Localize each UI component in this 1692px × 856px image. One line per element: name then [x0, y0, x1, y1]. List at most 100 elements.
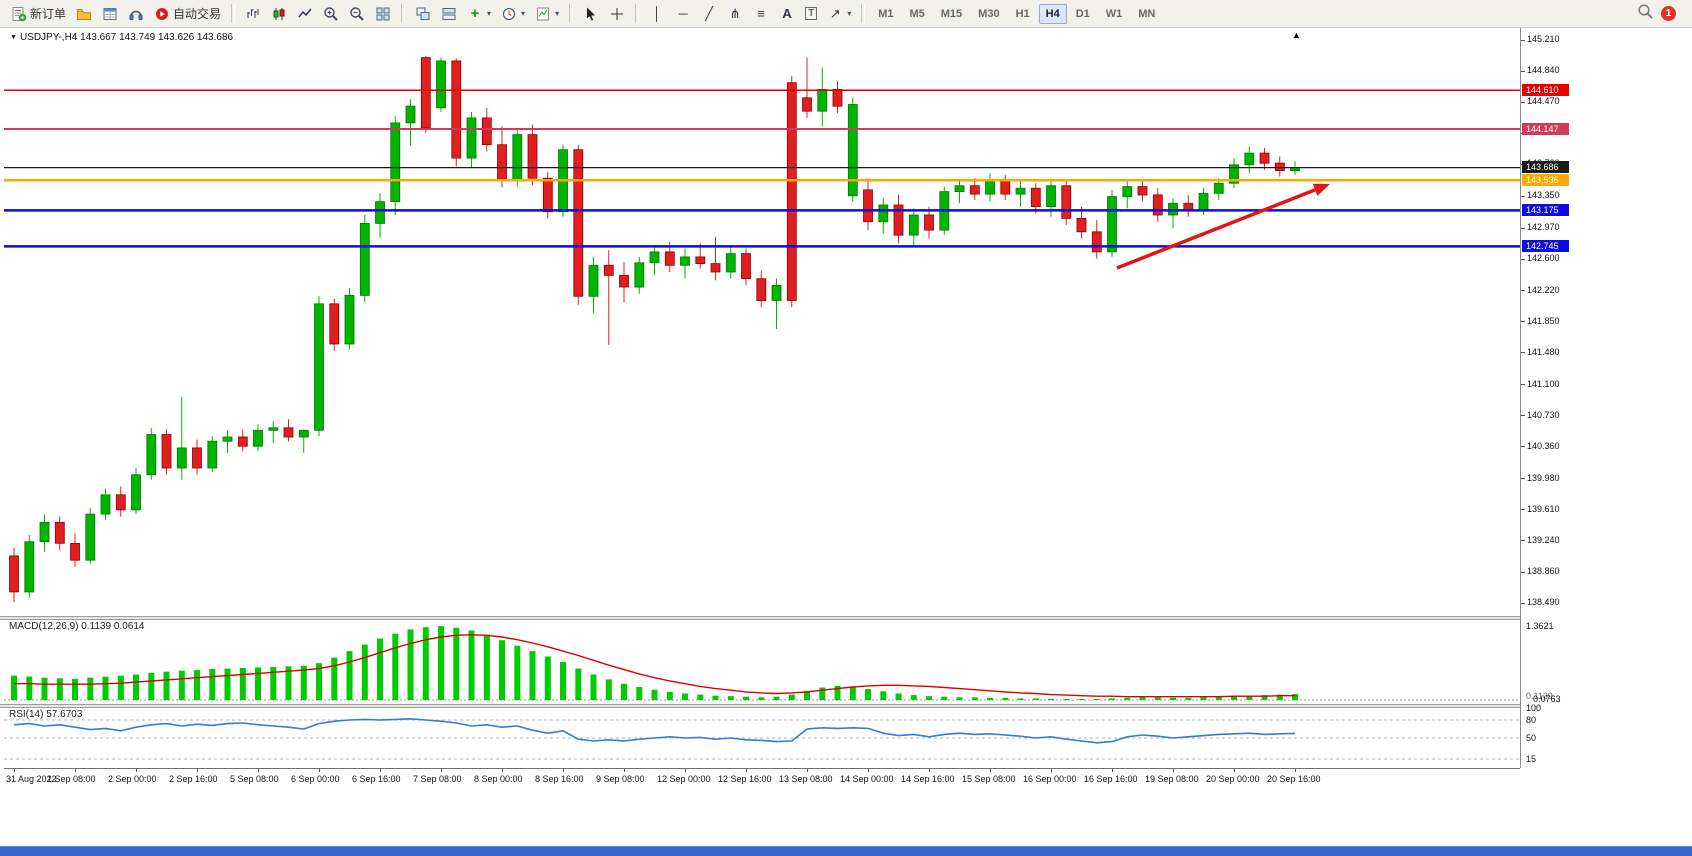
macd-histogram-bar — [499, 640, 505, 700]
timeframe-button-d1[interactable]: D1 — [1075, 7, 1090, 20]
autotrading-button[interactable]: 自动交易 — [149, 2, 226, 26]
zoom-in-button[interactable] — [318, 2, 344, 26]
indicators-add-icon: + — [470, 4, 480, 22]
main-chart[interactable]: ▼ USDJPY-,H4 143.667 143.749 143.626 143… — [4, 28, 1520, 616]
price-tick-label: 144.470 — [1527, 96, 1560, 106]
macd-histogram-bar — [895, 693, 902, 700]
line-chart-button[interactable] — [292, 2, 318, 26]
pane-divider[interactable] — [0, 616, 1582, 620]
arrows-tool[interactable]: ↗ ▾ — [822, 2, 856, 26]
macd-histogram-bar — [255, 667, 261, 700]
candlestick-chart-svg[interactable] — [4, 28, 1520, 616]
price-tick-label: 138.490 — [1527, 597, 1560, 607]
price-tick-label: 144.840 — [1527, 65, 1560, 75]
price-tick-mark — [1521, 196, 1525, 197]
toolbar-separator — [231, 4, 236, 23]
cascade-windows-button[interactable] — [410, 2, 436, 26]
candle-body — [603, 264, 614, 276]
timeframe-button-h1[interactable]: H1 — [1015, 7, 1030, 20]
candle-body — [1015, 187, 1026, 195]
timeframe-button-w1[interactable]: W1 — [1105, 7, 1123, 20]
tile-windows-button[interactable] — [370, 2, 396, 26]
clock-icon — [501, 6, 517, 22]
macd-pane[interactable]: MACD(12,26,9) 0.1139 0.0614 — [4, 620, 1520, 704]
price-axis[interactable]: 145.210144.840144.470144.100143.730143.3… — [1520, 28, 1590, 768]
time-axis[interactable]: 31 Aug 2022 1 Sep 08:00 2 Sep 00:00 2 Sep 1… — [4, 768, 1520, 790]
timeframe-button-m5[interactable]: M5 — [909, 7, 925, 20]
candle-body — [542, 177, 553, 213]
macd-signal-line — [14, 634, 1295, 698]
pane-divider[interactable] — [0, 704, 1582, 708]
timeframe-button-m15[interactable]: M15 — [940, 7, 963, 20]
candle-body — [436, 60, 446, 109]
candle-body — [24, 541, 35, 593]
candle-body — [268, 427, 279, 431]
candle-body — [969, 185, 980, 195]
macd-histogram-bar — [239, 667, 246, 700]
text-label-tool[interactable]: T — [800, 2, 822, 26]
bar-chart-button[interactable] — [240, 2, 266, 26]
notification-badge[interactable]: 1 — [1661, 6, 1676, 21]
macd-histogram-bar — [910, 695, 917, 700]
time-tick-mark — [319, 769, 320, 772]
candle-body — [985, 179, 995, 195]
chart-shift-marker[interactable]: ▲ — [1292, 30, 1301, 40]
candle-body — [54, 521, 65, 544]
text-tool[interactable]: A — [774, 2, 800, 26]
autotrading-label: 自动交易 — [173, 7, 222, 21]
timeframe-button-mn[interactable]: MN — [1138, 7, 1156, 20]
macd-histogram-bar — [1124, 697, 1131, 700]
support-button[interactable] — [123, 2, 149, 26]
line-chart-icon — [297, 6, 313, 22]
timeframe-button-m1[interactable]: M1 — [878, 7, 894, 20]
timeframe-button-h4[interactable]: H4 — [1038, 3, 1067, 24]
rsi-pane[interactable]: RSI(14) 57.6703 — [4, 708, 1520, 768]
pitchfork-tool[interactable]: ⋔ — [722, 2, 748, 26]
macd-histogram-bar — [209, 669, 216, 700]
candle-body — [863, 189, 873, 223]
time-tick-label: 20 Sep 00:00 — [1206, 774, 1260, 784]
trendline-tool[interactable]: ╱ — [696, 2, 722, 26]
horizontal-line-tool[interactable]: ─ — [670, 2, 696, 26]
zoom-out-button[interactable] — [344, 2, 370, 26]
timeframe-button-m30[interactable]: M30 — [978, 7, 1000, 20]
macd-histogram-bar — [361, 644, 368, 700]
vertical-line-tool[interactable]: │ — [644, 2, 670, 26]
price-tick-label: 143.350 — [1527, 190, 1560, 200]
macd-histogram-bar — [300, 665, 307, 700]
macd-histogram-bar — [651, 689, 658, 700]
time-tick-label: 16 Sep 00:00 — [1023, 774, 1077, 784]
cursor-tool-button[interactable] — [578, 2, 604, 26]
toolbar: 新订单 自动交易 + ▾ ▾ ▾ │ ─ ╱ ⋔ ≡ A T ↗ ▾ M1 M5 M15… — [0, 0, 1692, 28]
macd-scale-level: 0.0763 — [1533, 694, 1561, 704]
candle-body — [100, 494, 111, 515]
macd-histogram-bar — [1261, 695, 1268, 700]
macd-histogram-bar — [41, 677, 48, 700]
fibonacci-tool[interactable]: ≡ — [748, 2, 774, 26]
toolbar-separator — [401, 4, 406, 23]
crosshair-tool-button[interactable] — [604, 2, 630, 26]
chevron-down-icon: ▾ — [847, 9, 852, 18]
new-order-button[interactable]: 新订单 — [6, 2, 71, 26]
chart-ohlc-title: ▼ USDJPY-,H4 143.667 143.749 143.626 143… — [10, 32, 233, 43]
periods-button[interactable]: ▾ — [496, 2, 530, 26]
level-price-badge: 143.175 — [1522, 204, 1569, 216]
candle-body — [649, 251, 660, 264]
templates-button[interactable]: ▾ — [530, 2, 564, 26]
search-icon[interactable] — [1637, 3, 1654, 25]
price-tick-mark — [1521, 572, 1525, 573]
toolbar-separator — [635, 4, 640, 23]
macd-histogram-bar — [621, 683, 627, 700]
macd-histogram-bar — [804, 690, 810, 700]
profiles-button[interactable] — [71, 2, 97, 26]
candle-body — [1137, 186, 1148, 196]
time-tick-label: 16 Sep 16:00 — [1084, 774, 1138, 784]
price-tick-label: 139.980 — [1527, 473, 1560, 483]
candlestick-chart-button[interactable] — [266, 2, 292, 26]
macd-histogram-bar — [377, 638, 383, 700]
time-tick-label: 2 Sep 00:00 — [108, 774, 157, 784]
candle-body — [420, 57, 431, 129]
market-watch-button[interactable] — [97, 2, 123, 26]
arrange-horizontal-button[interactable] — [436, 2, 462, 26]
indicators-button[interactable]: + ▾ — [462, 2, 496, 26]
